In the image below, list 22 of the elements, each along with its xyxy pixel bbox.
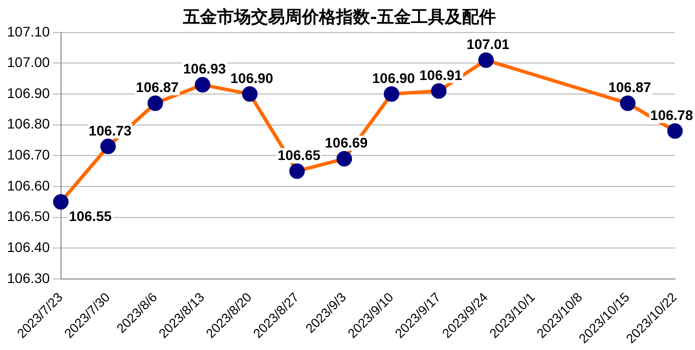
data-label: 106.90 xyxy=(372,70,416,86)
y-tick-label: 106.40 xyxy=(6,239,50,255)
data-label: 106.65 xyxy=(278,146,321,163)
data-label: 106.55 xyxy=(68,208,112,224)
y-tick-label: 106.70 xyxy=(6,146,50,163)
y-tick-label: 107.00 xyxy=(6,54,50,70)
data-label: 106.87 xyxy=(608,79,652,96)
data-label: 106.78 xyxy=(650,106,694,123)
data-label: 106.69 xyxy=(324,134,368,151)
y-tick-label: 106.60 xyxy=(6,177,50,194)
y-tick-label: 106.30 xyxy=(6,270,50,286)
data-label: 106.93 xyxy=(183,60,226,77)
chart-title: 五金市场交易周价格指数-五金工具及配件 xyxy=(182,8,496,28)
y-tick-label: 106.80 xyxy=(6,116,50,132)
y-tick-label: 106.90 xyxy=(6,84,50,101)
data-label: 107.01 xyxy=(466,36,510,52)
data-label: 106.87 xyxy=(136,79,179,96)
data-label: 106.73 xyxy=(88,122,132,138)
y-tick-label: 106.50 xyxy=(6,208,50,224)
data-label: 106.91 xyxy=(419,66,462,83)
data-label: 106.90 xyxy=(230,70,274,86)
y-tick-label: 107.10 xyxy=(6,23,50,40)
